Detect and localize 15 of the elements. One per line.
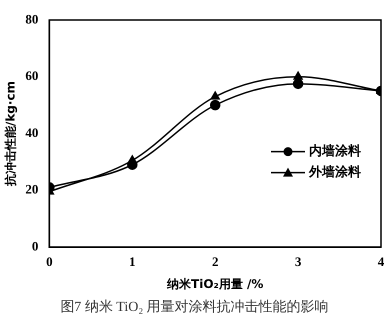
y-tick-label: 40 — [25, 124, 38, 140]
caption: 图7 纳米 TiO₂ 用量对涂料抗冲击性能的影响 — [59, 298, 330, 316]
y-tick-label: 20 — [25, 182, 38, 197]
y-axis-title: 抗冲击性能/kg·cm — [3, 80, 18, 188]
legend-label: 外墙涂料 — [308, 165, 361, 180]
y-tick-label: 80 — [25, 11, 38, 26]
x-tick-label: 4 — [378, 254, 385, 270]
y-tick-label: 60 — [25, 68, 38, 84]
x-tick-label: 3 — [294, 254, 302, 270]
x-axis-title: 纳米TiO₂用量 /% — [166, 276, 264, 291]
x-tick-label: 2 — [212, 254, 218, 270]
legend-label: 内墙涂料 — [309, 144, 361, 160]
x-tick-label: 1 — [129, 254, 136, 270]
x-tick-label: 0 — [46, 254, 53, 270]
y-tick-label: 0 — [32, 238, 38, 254]
